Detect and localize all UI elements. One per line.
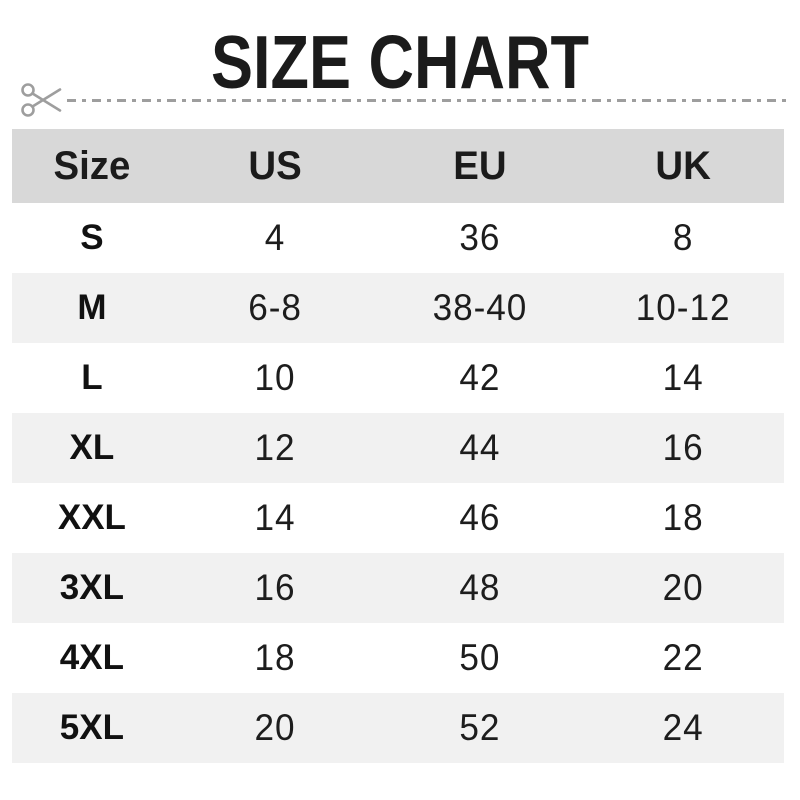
eu-value: 46 xyxy=(459,497,501,538)
uk-value: 16 xyxy=(662,427,704,468)
table-row-3xl: 3XL 16 48 20 xyxy=(12,553,784,623)
size-label: 4XL xyxy=(59,638,124,677)
eu-value: 38-40 xyxy=(432,287,528,328)
eu-value: 36 xyxy=(459,217,501,258)
uk-value: 24 xyxy=(662,707,704,748)
us-value: 20 xyxy=(254,707,296,748)
eu-value: 52 xyxy=(459,707,501,748)
table-row-l: L 10 42 14 xyxy=(12,343,784,413)
uk-value: 18 xyxy=(662,497,704,538)
size-table: Size US EU UK S 4 36 8 M 6-8 38-40 10-12… xyxy=(12,129,784,763)
uk-value: 14 xyxy=(662,357,704,398)
us-value: 16 xyxy=(254,567,296,608)
table-row-5xl: 5XL 20 52 24 xyxy=(12,693,784,763)
column-header-eu: EU xyxy=(453,143,507,188)
table-row-4xl: 4XL 18 50 22 xyxy=(12,623,784,693)
size-label: XL xyxy=(69,428,115,467)
table-header-row: Size US EU UK xyxy=(12,129,784,203)
size-label: S xyxy=(80,218,104,257)
page-title: SIZE CHART xyxy=(211,20,589,104)
us-value: 4 xyxy=(264,217,286,258)
us-value: 14 xyxy=(254,497,296,538)
uk-value: 10-12 xyxy=(635,287,731,328)
eu-value: 48 xyxy=(459,567,501,608)
cut-line xyxy=(0,78,800,122)
size-label: M xyxy=(77,288,107,327)
column-header-uk: UK xyxy=(655,143,711,188)
table-row-m: M 6-8 38-40 10-12 xyxy=(12,273,784,343)
eu-value: 44 xyxy=(459,427,501,468)
us-value: 12 xyxy=(254,427,296,468)
column-header-size: Size xyxy=(53,143,131,188)
table-row-xl: XL 12 44 16 xyxy=(12,413,784,483)
table-row-s: S 4 36 8 xyxy=(12,203,784,273)
scissors-icon xyxy=(20,80,64,120)
size-label: 5XL xyxy=(59,708,124,747)
size-label: 3XL xyxy=(59,568,124,607)
uk-value: 8 xyxy=(672,217,694,258)
us-value: 18 xyxy=(254,637,296,678)
eu-value: 50 xyxy=(459,637,501,678)
us-value: 10 xyxy=(254,357,296,398)
eu-value: 42 xyxy=(459,357,501,398)
column-header-us: US xyxy=(248,143,302,188)
cut-dashed-line xyxy=(67,98,788,102)
table-row-xxl: XXL 14 46 18 xyxy=(12,483,784,553)
uk-value: 22 xyxy=(662,637,704,678)
size-label: L xyxy=(81,358,103,397)
uk-value: 20 xyxy=(662,567,704,608)
size-label: XXL xyxy=(57,498,126,537)
us-value: 6-8 xyxy=(248,287,302,328)
